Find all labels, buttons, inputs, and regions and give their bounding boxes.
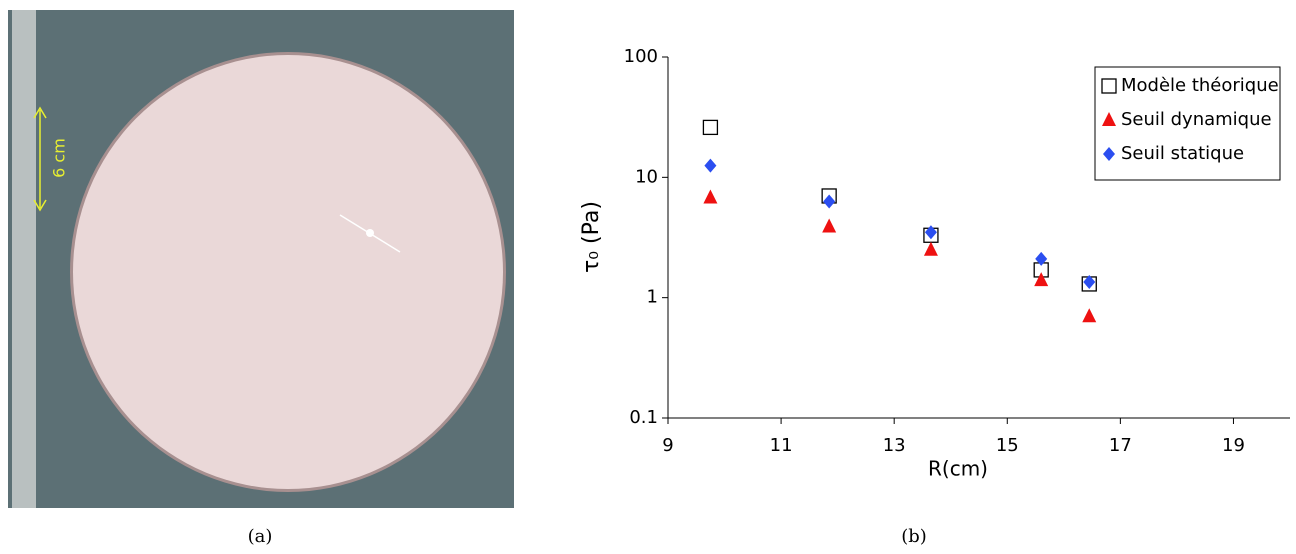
marker-triangle — [822, 218, 837, 233]
marker-square — [702, 119, 719, 136]
y-axis-label: τ₀ (Pa) — [579, 201, 604, 273]
legend-label: Modèle théorique — [1121, 75, 1279, 96]
x-tick-label: 13 — [883, 435, 906, 456]
marker-triangle — [923, 241, 938, 256]
marker-diamond — [1035, 251, 1048, 266]
marker-triangle — [703, 189, 718, 204]
legend-box — [1094, 66, 1281, 181]
marker-diamond — [704, 158, 717, 173]
marker-diamond — [823, 194, 836, 209]
marker-triangle — [1034, 272, 1049, 287]
glare-ray — [339, 214, 401, 253]
y-tick-label: 10 — [635, 166, 658, 187]
x-tick-label: 19 — [1222, 435, 1245, 456]
arrow-heads — [33, 106, 47, 212]
disc — [73, 55, 503, 489]
caption: (a) — [248, 526, 273, 547]
ruler — [12, 10, 36, 508]
y-tick-label: 100 — [624, 46, 658, 67]
chart: 0.1 1 10 100 9 11 13 15 17 19 R(cm) τ₀ (Pa) Modèle t… — [579, 46, 1290, 481]
x-axis-label: R(cm) — [928, 457, 988, 481]
legend-marker — [1103, 147, 1115, 161]
marker-triangle — [1082, 308, 1097, 323]
scale-label: 6 cm — [50, 138, 69, 178]
legend-label: Seuil dynamique — [1121, 109, 1272, 130]
legend-marker — [1101, 78, 1117, 94]
y-tick-label: 0.1 — [629, 407, 658, 428]
marker-diamond — [924, 225, 937, 240]
photo: 6 cm — [8, 10, 514, 508]
y-tick-label: 1 — [647, 287, 658, 308]
x-tick-label: 11 — [770, 435, 793, 456]
caption: (b) — [901, 526, 927, 547]
x-tick-label: 9 — [662, 435, 673, 456]
marker-diamond — [1083, 274, 1096, 289]
x-tick-label: 15 — [996, 435, 1019, 456]
legend-label: Seuil statique — [1121, 143, 1244, 164]
legend-marker — [1102, 112, 1116, 126]
x-tick-label: 17 — [1109, 435, 1132, 456]
